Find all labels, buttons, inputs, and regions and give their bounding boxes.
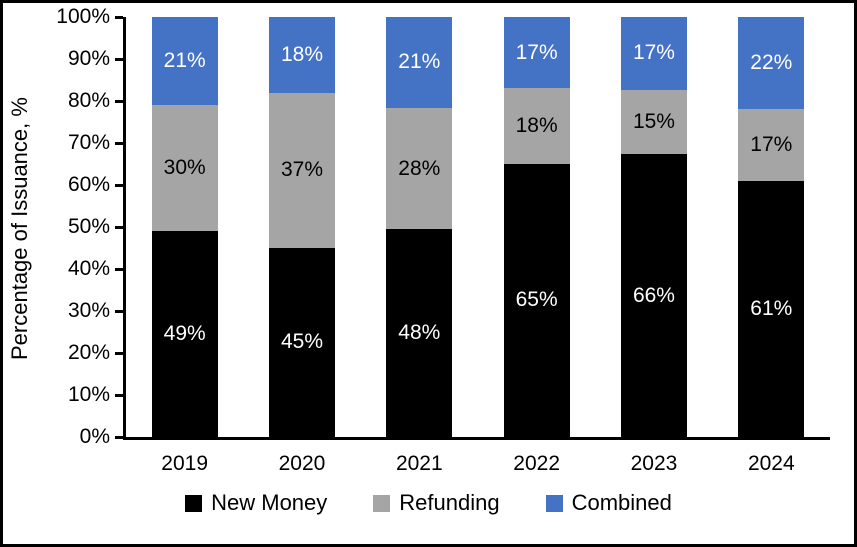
y-tick-mark [115, 15, 123, 19]
bar-2022: 17% 18% 65% [503, 17, 570, 437]
bar-value-label: 21% [398, 50, 441, 74]
bar-segment-refunding: 37% [268, 92, 335, 248]
x-axis-label-2023: 2023 [630, 452, 678, 475]
legend-label: Combined [571, 490, 672, 515]
bar-segment-refunding: 15% [620, 89, 687, 155]
legend-label: Refunding [399, 490, 500, 515]
y-tick-mark [115, 393, 123, 397]
bar-segment-combined: 18% [268, 17, 335, 93]
bar-segment-combined: 17% [503, 17, 570, 89]
y-tick-mark [115, 435, 123, 439]
y-tick-label: 20% [67, 341, 110, 364]
y-tick-label: 60% [67, 173, 110, 196]
y-tick-label: 30% [67, 299, 110, 322]
bar-value-label: 65% [515, 288, 558, 312]
bar-segment-new-money: 65% [503, 163, 570, 437]
bar-segment-combined: 22% [738, 17, 805, 110]
bar-segment-refunding: 28% [386, 107, 453, 230]
bar-value-label: 45% [280, 330, 323, 354]
bar-value-label: 17% [515, 40, 558, 64]
bars-container: 21% 30% 49% 18% 37% 45% 21% 28% 48% 17% 18% 65% 17% 1… [126, 17, 830, 437]
bar-value-label: 17% [632, 41, 675, 65]
bar-value-label: 21% [163, 49, 206, 73]
bar-slot: 21% 28% 48% [361, 17, 478, 437]
bar-value-label: 66% [632, 283, 675, 307]
bar-value-label: 30% [163, 156, 206, 180]
plot-area: 0% 10% 20% 30% 40% 50% 60% 70% 80% 90% 100% 21% 30%… [56, 6, 830, 448]
legend-label: New Money [211, 490, 328, 515]
y-tick-mark [115, 141, 123, 145]
bar-2023: 17% 15% 66% [620, 17, 687, 437]
y-tick-mark [115, 57, 123, 61]
bar-segment-refunding: 17% [738, 109, 805, 181]
legend-item-refunding: Refunding [373, 490, 500, 516]
x-axis-label-2021: 2021 [395, 452, 443, 475]
x-axis-label-2024: 2024 [747, 452, 795, 475]
bar-segment-combined: 17% [620, 17, 687, 90]
bar-segment-new-money: 61% [738, 180, 805, 437]
bar-segment-combined: 21% [386, 17, 453, 108]
bar-slot: 17% 18% 65% [478, 17, 595, 437]
bar-value-label: 49% [163, 322, 206, 346]
y-tick-label: 70% [67, 131, 110, 154]
bar-slot: 22% 17% 61% [713, 17, 830, 437]
bar-value-label: 15% [632, 109, 675, 133]
bar-2021: 21% 28% 48% [386, 17, 453, 437]
bar-value-label: 18% [515, 114, 558, 138]
y-tick-mark [115, 183, 123, 187]
legend-swatch-icon [373, 494, 391, 512]
y-tick-mark [115, 351, 123, 355]
bar-2019: 21% 30% 49% [151, 17, 218, 437]
y-tick-label: 50% [67, 215, 110, 238]
y-tick-label: 100% [56, 5, 110, 28]
bar-2024: 22% 17% 61% [738, 17, 805, 437]
bar-segment-new-money: 48% [386, 229, 453, 437]
bar-segment-new-money: 66% [620, 154, 687, 437]
y-tick-label: 90% [67, 47, 110, 70]
y-tick-mark [115, 267, 123, 271]
bar-value-label: 37% [280, 158, 323, 182]
bar-segment-combined: 21% [151, 17, 218, 106]
bar-value-label: 28% [398, 156, 441, 180]
bar-2020: 18% 37% 45% [268, 17, 335, 437]
x-axis-labels: 2019 2020 2021 2022 2023 2024 [126, 452, 830, 476]
bar-value-label: 22% [750, 51, 793, 75]
bar-segment-new-money: 45% [268, 247, 335, 437]
bar-slot: 17% 15% 66% [595, 17, 712, 437]
bar-segment-new-money: 49% [151, 231, 218, 437]
bar-value-label: 17% [750, 133, 793, 157]
y-tick-mark [115, 309, 123, 313]
bar-value-label: 18% [280, 42, 323, 66]
legend-item-new-money: New Money [185, 490, 327, 516]
bar-segment-refunding: 30% [151, 105, 218, 232]
y-tick-mark [115, 225, 123, 229]
legend-swatch-icon [185, 494, 203, 512]
bar-value-label: 48% [398, 321, 441, 345]
y-axis-title: Percentage of Issuance, % [7, 97, 32, 360]
legend: New Money Refunding Combined [3, 490, 854, 516]
bar-segment-refunding: 18% [503, 88, 570, 164]
y-tick-label: 40% [67, 257, 110, 280]
bar-slot: 18% 37% 45% [243, 17, 360, 437]
y-tick-mark [115, 99, 123, 103]
bar-value-label: 61% [750, 296, 793, 320]
legend-item-combined: Combined [545, 490, 672, 516]
bar-slot: 21% 30% 49% [126, 17, 243, 437]
x-axis-label-2022: 2022 [513, 452, 560, 475]
x-axis-label-2020: 2020 [278, 452, 326, 475]
y-tick-label: 0% [79, 425, 110, 448]
y-tick-label: 10% [67, 383, 110, 406]
x-axis-label-2019: 2019 [161, 452, 209, 475]
legend-swatch-icon [545, 494, 563, 512]
y-tick-label: 80% [67, 89, 110, 112]
